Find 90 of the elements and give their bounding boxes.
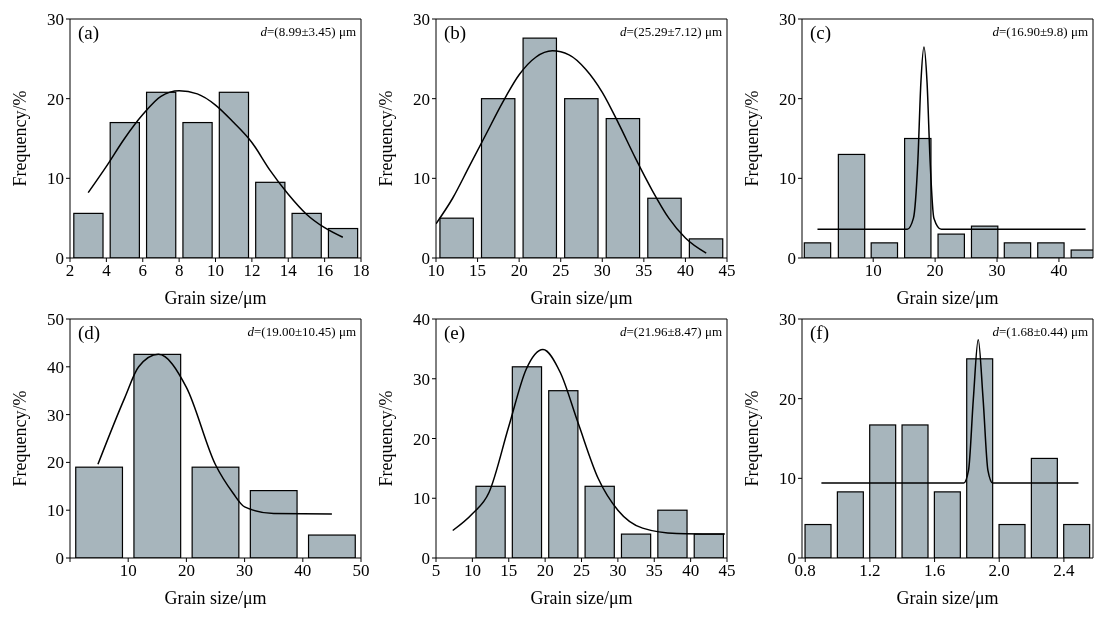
x-tick-label: 10 [864, 261, 882, 281]
x-tick-label: 40 [682, 561, 700, 581]
annotation: d=(8.99±3.45) μm [260, 24, 356, 40]
chart-title: (d) [78, 322, 101, 344]
x-tick-label: 20 [177, 561, 195, 581]
x-tick-label: 45 [718, 261, 736, 281]
chart-title: (c) [810, 22, 832, 44]
y-tick-label: 30 [413, 369, 430, 389]
x-tick-label: 10 [207, 261, 224, 281]
y-tick-label: 0 [787, 249, 796, 269]
x-tick-label: 45 [718, 561, 736, 581]
x-tick-label: 10 [119, 561, 137, 581]
chart-title: (a) [78, 22, 100, 44]
x-tick-label: 30 [236, 561, 254, 581]
y-axis-title: Frequency/% [376, 90, 397, 187]
x-axis-title: Grain size/μm [164, 288, 267, 308]
x-axis-title: Grain size/μm [164, 588, 267, 608]
x-axis-title: Grain size/μm [896, 288, 999, 308]
x-tick-label: 18 [352, 261, 370, 281]
y-tick-label: 10 [779, 469, 796, 489]
x-tick-label: 0.8 [794, 561, 816, 581]
y-tick-label: 30 [779, 10, 796, 30]
chart-title: (f) [810, 322, 829, 344]
x-tick-label: 50 [352, 561, 370, 581]
x-tick-label: 14 [279, 261, 298, 281]
y-tick-label: 0 [55, 249, 64, 269]
y-axis-title: Frequency/% [10, 90, 31, 187]
y-tick-label: 30 [413, 10, 430, 30]
y-tick-label: 0 [421, 249, 430, 269]
y-axis-title: Frequency/% [742, 390, 763, 487]
x-tick-label: 30 [593, 261, 611, 281]
chart-title: (b) [444, 22, 467, 44]
y-tick-label: 20 [779, 389, 796, 409]
annotation: d=(21.96±8.47) μm [620, 324, 722, 340]
x-tick-label: 40 [294, 561, 312, 581]
x-tick-label: 20 [926, 261, 944, 281]
x-axis-title: Grain size/μm [530, 288, 633, 308]
y-tick-label: 10 [413, 169, 430, 189]
x-tick-label: 15 [469, 261, 487, 281]
x-tick-label: 40 [676, 261, 694, 281]
y-axis-title: Frequency/% [376, 390, 397, 487]
x-axis-title: Grain size/μm [530, 588, 633, 608]
x-tick-label: 2 [65, 261, 75, 281]
x-tick-label: 40 [1050, 261, 1068, 281]
y-tick-label: 20 [47, 89, 64, 109]
x-tick-label: 16 [316, 261, 334, 281]
y-tick-label: 0 [787, 549, 796, 569]
x-tick-label: 5 [431, 561, 441, 581]
x-tick-label: 20 [536, 561, 554, 581]
y-axis-title: Frequency/% [742, 90, 763, 187]
x-tick-label: 30 [609, 561, 627, 581]
x-tick-label: 20 [510, 261, 528, 281]
y-tick-label: 20 [47, 453, 64, 473]
annotation: d=(19.00±10.45) μm [247, 324, 356, 340]
x-tick-label: 6 [138, 261, 147, 281]
annotation: d=(1.68±0.44) μm [992, 324, 1088, 340]
y-tick-label: 30 [47, 10, 64, 30]
y-tick-label: 0 [421, 549, 430, 569]
y-tick-label: 10 [413, 489, 430, 509]
x-tick-label: 12 [243, 261, 261, 281]
y-tick-label: 20 [413, 429, 430, 449]
x-tick-label: 1.6 [923, 561, 946, 581]
y-tick-label: 30 [47, 405, 64, 425]
x-axis-title: Grain size/μm [896, 588, 999, 608]
x-tick-label: 1.2 [859, 561, 881, 581]
x-tick-label: 10 [463, 561, 481, 581]
x-tick-label: 25 [552, 261, 570, 281]
y-tick-label: 10 [779, 169, 796, 189]
y-tick-label: 20 [413, 89, 430, 109]
x-tick-label: 35 [645, 561, 663, 581]
x-tick-label: 4 [102, 261, 112, 281]
x-tick-label: 2.4 [1053, 561, 1076, 581]
x-tick-label: 8 [174, 261, 184, 281]
y-tick-label: 30 [779, 310, 796, 330]
x-tick-label: 30 [988, 261, 1006, 281]
annotation: d=(25.29±7.12) μm [620, 24, 722, 40]
x-tick-label: 35 [635, 261, 653, 281]
chart-title: (e) [444, 322, 466, 344]
annotation: d=(16.90±9.8) μm [992, 24, 1088, 40]
y-tick-label: 40 [47, 357, 64, 377]
x-tick-label: 15 [500, 561, 518, 581]
y-tick-label: 50 [47, 310, 64, 330]
y-tick-label: 40 [413, 310, 430, 330]
y-tick-label: 10 [47, 501, 64, 521]
y-tick-label: 10 [47, 169, 64, 189]
x-tick-label: 25 [573, 561, 590, 581]
y-axis-title: Frequency/% [10, 390, 31, 487]
y-tick-label: 0 [55, 549, 64, 569]
y-tick-label: 20 [779, 89, 796, 109]
x-tick-label: 2.0 [988, 561, 1010, 581]
